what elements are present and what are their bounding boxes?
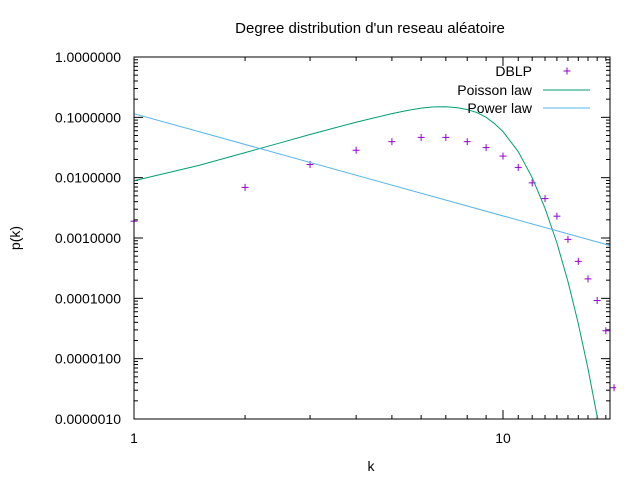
- dblp-point: [553, 212, 561, 220]
- x-axis-label: k: [368, 458, 376, 474]
- dblp-point: [593, 297, 601, 305]
- x-axis-ticks: 1 10: [130, 57, 607, 446]
- dblp-point: [541, 195, 549, 203]
- y-axis-label: p(k): [7, 226, 23, 250]
- dblp-point: [241, 183, 249, 191]
- y-tick-label: 0.1000000: [55, 109, 121, 125]
- y-tick-label: 0.0000100: [55, 351, 121, 367]
- dblp-point: [463, 138, 471, 146]
- legend-label-poisson: Poisson law: [457, 82, 533, 98]
- y-tick-label: 1.0000000: [55, 49, 121, 65]
- dblp-point: [584, 275, 592, 283]
- legend-swatch-dblp: [563, 67, 571, 75]
- dblp-point: [610, 384, 616, 392]
- x-tick-label: 1: [130, 430, 138, 446]
- poisson-law-line: [133, 106, 599, 419]
- y-tick-label: 0.0010000: [55, 230, 121, 246]
- legend-swatches: [543, 67, 590, 109]
- dblp-points: [130, 133, 616, 392]
- series-layer: [130, 106, 616, 419]
- dblp-point: [388, 138, 396, 146]
- legend-label-power: Power law: [467, 100, 532, 116]
- plot-frame: [133, 56, 611, 420]
- y-tick-label: 0.0001000: [55, 290, 121, 306]
- dblp-point: [352, 146, 360, 154]
- legend: DBLP Poisson law Power law: [457, 63, 590, 116]
- chart-title: Degree distribution d'un reseau aléatoir…: [235, 20, 505, 37]
- dblp-point: [442, 133, 450, 141]
- legend-label-dblp: DBLP: [495, 63, 532, 79]
- dblp-point: [514, 163, 522, 171]
- power-law-line: [133, 113, 611, 247]
- dblp-point: [564, 235, 572, 243]
- y-tick-label: 0.0000010: [55, 411, 121, 427]
- dblp-point: [499, 152, 507, 160]
- dblp-point: [482, 144, 490, 152]
- x-tick-label: 10: [495, 430, 511, 446]
- dblp-point: [602, 327, 610, 335]
- y-tick-label: 0.0100000: [55, 170, 121, 186]
- dblp-point: [417, 133, 425, 141]
- plot-area: 1.0000000 0.1000000 0.0100000 0.0010000 0.00…: [55, 49, 616, 446]
- dblp-point: [574, 257, 582, 265]
